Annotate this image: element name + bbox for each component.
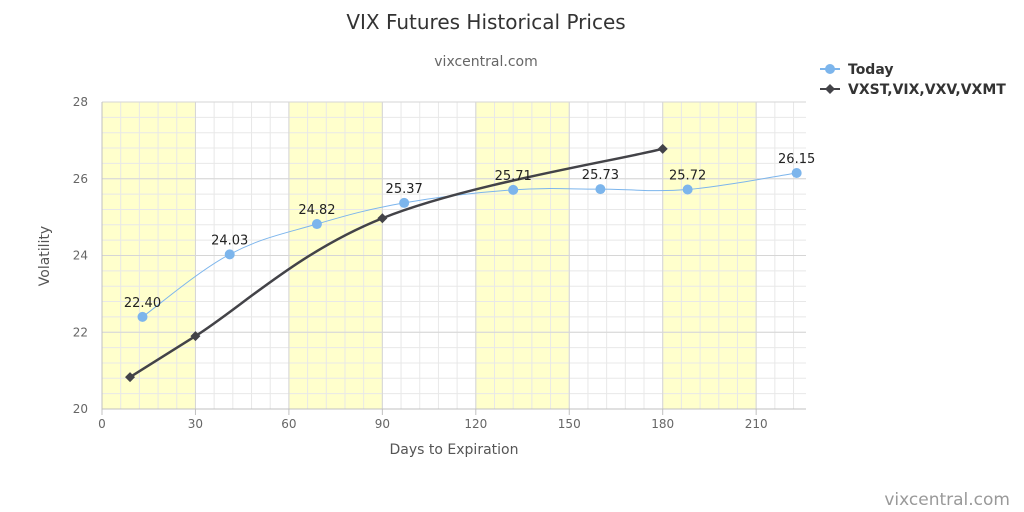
x-tick-label: 90 <box>375 417 390 431</box>
y-tick-label: 22 <box>73 325 88 339</box>
series-line-1 <box>129 147 664 379</box>
legend-label-term: VXST,VIX,VXV,VXMT <box>848 82 1006 98</box>
data-label: 25.71 <box>495 169 532 184</box>
data-point-marker <box>595 184 606 195</box>
y-tick-label: 20 <box>73 402 88 416</box>
data-label: 26.15 <box>778 152 815 167</box>
legend-item-vxst-vix-vxv-vxmt[interactable]: VXST,VIX,VXV,VXMT <box>820 82 1006 98</box>
x-tick-label: 0 <box>98 417 106 431</box>
axes: 0 30 60 90 120 150 180 210 20 22 24 26 28 <box>73 95 806 431</box>
data-point-marker <box>377 213 388 224</box>
x-tick-label: 210 <box>745 417 768 431</box>
data-label: 25.73 <box>582 168 619 183</box>
data-label: 24.82 <box>298 203 335 218</box>
x-axis-title: Days to Expiration <box>390 442 519 458</box>
data-label: 24.03 <box>211 233 248 248</box>
x-tick-label: 150 <box>558 417 581 431</box>
chart-title: VIX Futures Historical Prices <box>346 10 625 34</box>
x-tick-label: 30 <box>188 417 203 431</box>
data-label: 25.37 <box>386 182 423 197</box>
data-point-marker <box>791 167 802 178</box>
data-label: 25.72 <box>669 168 706 183</box>
data-point-marker <box>224 249 235 260</box>
y-tick-label: 28 <box>73 95 88 109</box>
x-tick-label: 60 <box>281 417 296 431</box>
y-axis-title: Volatility <box>37 226 53 286</box>
data-point-marker <box>682 184 693 195</box>
chart-subtitle: vixcentral.com <box>434 54 537 70</box>
circle-marker-icon <box>825 64 835 74</box>
data-point-marker <box>508 184 519 195</box>
series-layer <box>125 143 802 383</box>
legend: Today VXST,VIX,VXV,VXMT <box>820 62 1006 98</box>
data-point-marker <box>125 372 136 383</box>
data-point-marker <box>311 219 322 230</box>
legend-label-today: Today <box>848 62 893 78</box>
data-label: 22.40 <box>124 296 161 311</box>
x-tick-label: 180 <box>651 417 674 431</box>
grid-lines <box>101 101 806 410</box>
x-tick-label: 120 <box>464 417 487 431</box>
data-point-marker <box>190 331 201 342</box>
diamond-marker-icon <box>825 84 835 94</box>
y-tick-label: 26 <box>73 172 88 186</box>
data-point-marker <box>657 143 668 154</box>
data-point-marker <box>137 311 148 322</box>
data-labels-layer: 22.40 24.03 24.82 25.37 25.71 25.73 25.72 26.15 <box>124 152 815 311</box>
credit-link[interactable]: vixcentral.com <box>884 490 1010 510</box>
data-point-marker <box>399 197 410 208</box>
legend-item-today[interactable]: Today <box>820 62 893 78</box>
y-tick-label: 24 <box>73 249 88 263</box>
